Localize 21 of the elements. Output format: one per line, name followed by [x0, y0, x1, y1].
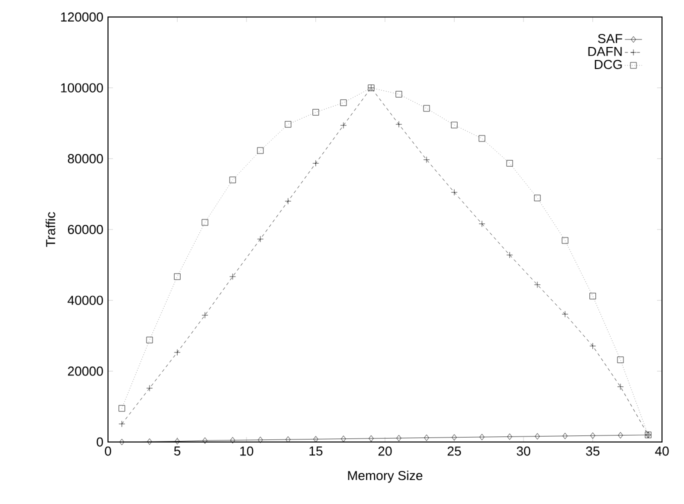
y-tick-label: 40000: [68, 296, 103, 305]
legend-label: DAFN: [588, 46, 622, 56]
x-tick-label: 40: [655, 446, 669, 456]
y-tick-label: 80000: [68, 154, 103, 164]
x-tick-label: 30: [516, 446, 530, 456]
x-tick-label: 15: [310, 446, 322, 456]
legend-label: DCG: [594, 60, 622, 70]
y-tick-label: 100000: [61, 83, 103, 92]
x-tick-label: 5: [174, 446, 180, 456]
y-tick-label: 60000: [68, 224, 103, 234]
y-axis-title: Traffic: [46, 212, 56, 247]
x-tick-label: 0: [104, 446, 112, 456]
x-tick-label: 25: [448, 446, 461, 456]
x-tick-label: 10: [240, 446, 254, 456]
legend-label: SAF: [598, 34, 622, 44]
x-tick-label: 20: [378, 446, 392, 456]
y-tick-label: 120000: [61, 12, 103, 22]
y-tick-label: 20000: [68, 366, 103, 376]
y-tick-label: 0: [96, 437, 103, 447]
x-tick-label: 35: [586, 446, 600, 456]
x-axis-title: Memory Size: [348, 470, 422, 483]
